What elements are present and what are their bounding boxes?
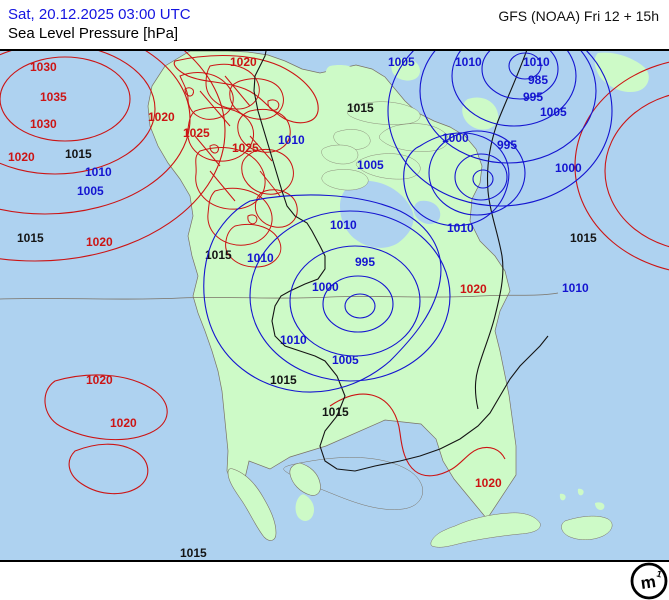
svg-text:1015: 1015 bbox=[180, 546, 207, 560]
svg-text:1020: 1020 bbox=[8, 150, 35, 164]
svg-text:1030: 1030 bbox=[30, 117, 57, 131]
svg-text:1020: 1020 bbox=[460, 282, 487, 296]
svg-text:1015: 1015 bbox=[65, 147, 92, 161]
svg-text:995: 995 bbox=[355, 255, 375, 269]
svg-text:1005: 1005 bbox=[77, 184, 104, 198]
svg-text:m: m bbox=[639, 572, 657, 593]
svg-text:1010: 1010 bbox=[562, 281, 589, 295]
svg-text:1000: 1000 bbox=[312, 280, 339, 294]
svg-text:1010: 1010 bbox=[278, 133, 305, 147]
svg-text:1020: 1020 bbox=[475, 476, 502, 490]
svg-text:1015: 1015 bbox=[570, 231, 597, 245]
svg-text:1005: 1005 bbox=[357, 158, 384, 172]
svg-text:1020: 1020 bbox=[86, 235, 113, 249]
svg-text:1020: 1020 bbox=[230, 55, 257, 69]
svg-text:1000: 1000 bbox=[555, 161, 582, 175]
svg-text:1010: 1010 bbox=[85, 165, 112, 179]
svg-text:1020: 1020 bbox=[110, 416, 137, 430]
svg-text:1025: 1025 bbox=[232, 141, 259, 155]
svg-text:1020: 1020 bbox=[86, 373, 113, 387]
svg-text:1015: 1015 bbox=[322, 405, 349, 419]
svg-text:1005: 1005 bbox=[388, 55, 415, 69]
svg-text:1015: 1015 bbox=[347, 101, 374, 115]
svg-text:1035: 1035 bbox=[40, 90, 67, 104]
svg-text:1010: 1010 bbox=[447, 221, 474, 235]
svg-text:1015: 1015 bbox=[17, 231, 44, 245]
svg-text:985: 985 bbox=[528, 73, 548, 87]
svg-text:1025: 1025 bbox=[183, 126, 210, 140]
svg-text:1010: 1010 bbox=[455, 55, 482, 69]
svg-text:1015: 1015 bbox=[270, 373, 297, 387]
svg-text:1010: 1010 bbox=[330, 218, 357, 232]
svg-text:1030: 1030 bbox=[30, 60, 57, 74]
svg-text:1020: 1020 bbox=[148, 110, 175, 124]
